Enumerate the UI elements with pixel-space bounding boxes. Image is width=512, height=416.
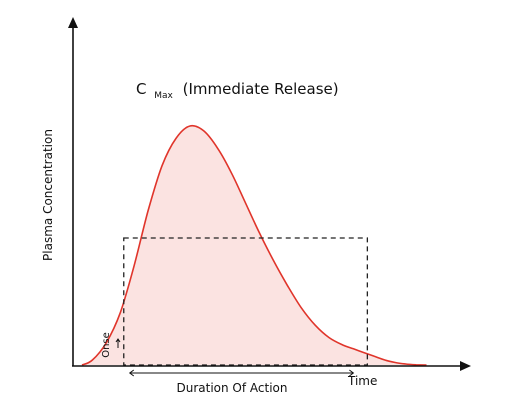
x-axis-arrow-icon bbox=[460, 361, 471, 371]
duration-arrow-left-head-icon bbox=[128, 369, 135, 377]
concentration-area bbox=[82, 125, 427, 366]
y-axis-label: Plasma Concentration bbox=[41, 129, 55, 261]
title-sub: Max bbox=[154, 91, 173, 101]
onset-label: Onse bbox=[101, 332, 112, 358]
title-rest: (Immediate Release) bbox=[183, 80, 339, 98]
onset-arrow-icon bbox=[115, 338, 121, 348]
title-main: C bbox=[136, 80, 146, 98]
chart-title: C Max (Immediate Release) bbox=[136, 80, 339, 102]
onset-arrow-head-icon bbox=[115, 338, 121, 343]
x-axis-label: Time bbox=[347, 374, 377, 388]
duration-label: Duration Of Action bbox=[177, 381, 288, 395]
duration-arrow-right-head-icon bbox=[349, 369, 355, 377]
duration-threshold-box bbox=[123, 237, 369, 366]
concentration-curve bbox=[81, 124, 427, 366]
y-axis-arrow-icon bbox=[68, 17, 78, 28]
duration-arrow bbox=[128, 369, 355, 377]
